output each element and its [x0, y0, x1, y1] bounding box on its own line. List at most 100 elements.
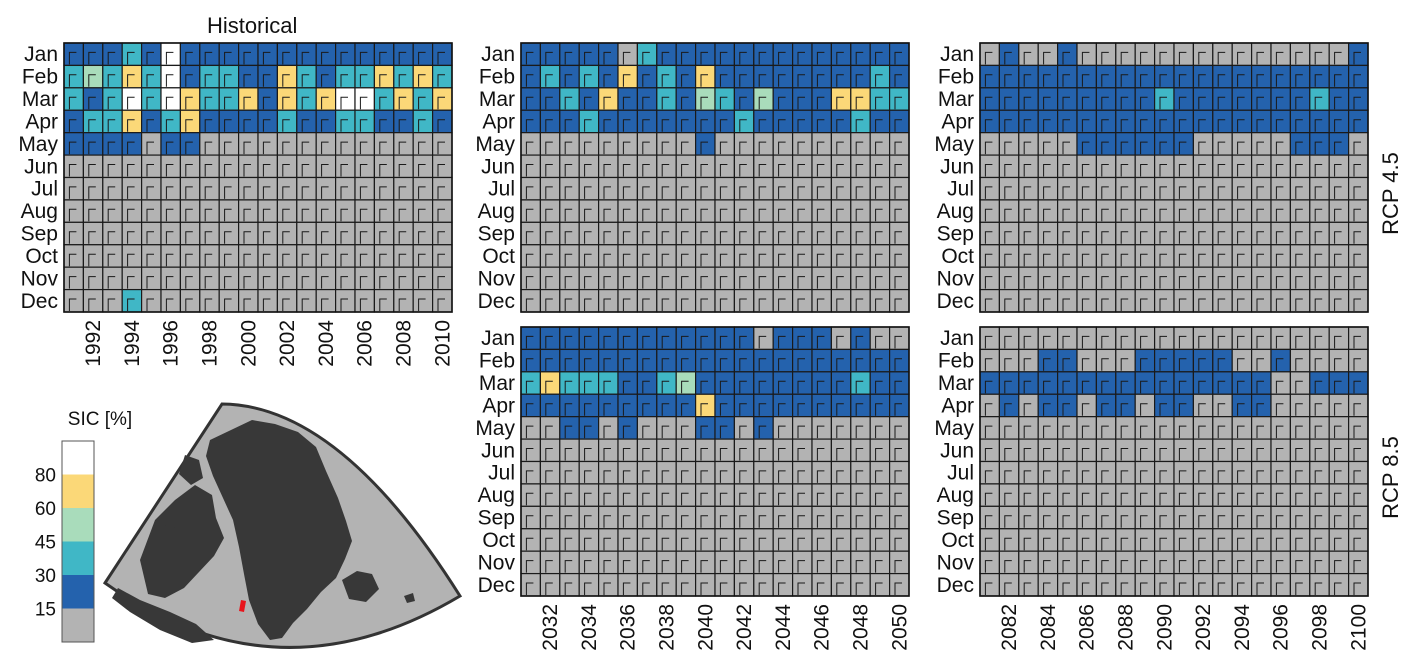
cell-marker [545, 253, 553, 267]
heatmap-cell [1270, 176, 1291, 201]
cell-marker [88, 141, 96, 155]
heatmap-cell [1347, 42, 1369, 67]
heatmap-cell [432, 244, 453, 268]
cell-marker [127, 186, 135, 199]
heatmap-cell [1192, 132, 1214, 156]
heatmap-cell [160, 199, 181, 223]
heatmap-cell [830, 266, 852, 291]
cell-marker [836, 537, 844, 551]
cell-marker [321, 276, 329, 289]
cell-marker [739, 582, 747, 595]
heatmap-cell [82, 244, 104, 268]
cell-marker [545, 335, 553, 349]
cell-marker [243, 74, 251, 87]
cell-marker [739, 492, 747, 506]
cell-marker [758, 560, 767, 573]
heatmap-cell [656, 87, 677, 111]
cell-marker [1314, 51, 1323, 65]
heatmap-cell [335, 221, 356, 246]
heatmap-cell [160, 288, 181, 313]
cell-marker [282, 276, 290, 289]
heatmap-cell [979, 266, 1000, 291]
heatmap-cell [1270, 244, 1291, 268]
heatmap-cell [597, 42, 619, 67]
cell-marker [622, 582, 631, 595]
cell-marker [1004, 74, 1012, 87]
cell-marker [984, 208, 993, 222]
cell-marker [224, 51, 232, 65]
heatmap-cell [1192, 528, 1214, 552]
year-tick-label: 2098 [1309, 604, 1332, 651]
heatmap-cell [694, 371, 716, 395]
cell-marker [642, 537, 650, 551]
cell-marker [1295, 276, 1303, 289]
heatmap-cell [1076, 505, 1097, 530]
heatmap-cell [238, 64, 259, 89]
panel-frame [520, 42, 910, 313]
cell-marker [1140, 74, 1148, 87]
heatmap-cell [1095, 132, 1117, 156]
cell-marker [739, 448, 747, 461]
cell-marker [681, 470, 689, 483]
heatmap-cell [811, 528, 832, 552]
cell-marker [1004, 582, 1012, 595]
heatmap-cell [121, 132, 143, 156]
heatmap-cell [1056, 266, 1078, 291]
cell-marker [1353, 51, 1361, 65]
heatmap-cell [199, 154, 220, 179]
cell-marker [984, 537, 993, 551]
cell-marker [1004, 560, 1012, 573]
cell-marker [262, 253, 271, 267]
heatmap-cell [335, 199, 356, 223]
heatmap-cell [869, 438, 891, 463]
heatmap-cell [791, 460, 813, 485]
heatmap-cell [559, 572, 580, 597]
heatmap-cell [102, 154, 123, 179]
cell-marker [1275, 276, 1284, 289]
heatmap-cell [393, 154, 414, 179]
cell-marker [88, 74, 96, 87]
cell-marker [88, 253, 96, 267]
heatmap-cell [1095, 221, 1117, 246]
cell-marker [642, 231, 650, 244]
heatmap-cell [888, 244, 910, 268]
heatmap-cell [850, 288, 871, 313]
cell-marker [894, 448, 902, 461]
cell-marker [545, 515, 553, 528]
heatmap-cell [850, 393, 871, 418]
cell-marker [719, 335, 728, 349]
cell-marker [700, 448, 708, 461]
heatmap-cell [1095, 288, 1117, 313]
cell-marker [1004, 335, 1012, 349]
cell-marker [1217, 186, 1226, 199]
cell-marker [622, 253, 631, 267]
cell-marker [301, 186, 310, 199]
cell-marker [1120, 208, 1129, 222]
heatmap-cell [1153, 154, 1175, 179]
heatmap-cell [1212, 109, 1233, 134]
cell-marker [700, 335, 708, 349]
cell-marker [719, 141, 728, 155]
cell-marker [875, 276, 883, 289]
cell-marker [1120, 537, 1129, 551]
cell-marker [68, 141, 77, 155]
cell-marker [1334, 186, 1342, 199]
heatmap-cell [1095, 199, 1117, 223]
heatmap-cell [1231, 326, 1253, 351]
month-label: Jan [481, 327, 515, 350]
cell-marker [1198, 425, 1206, 439]
heatmap-cell [393, 42, 414, 67]
year-tick-label: 2090 [1153, 604, 1176, 651]
cell-marker [1043, 208, 1051, 222]
cell-marker [282, 51, 290, 65]
cell-marker [1334, 537, 1342, 551]
cell-marker [1140, 560, 1148, 573]
heatmap-cell [1289, 221, 1311, 246]
heatmap-cell [559, 154, 580, 179]
cell-marker [584, 582, 592, 595]
heatmap-cell [1134, 416, 1156, 440]
cell-marker [622, 276, 631, 289]
cell-marker [661, 403, 670, 416]
heatmap-cell [1095, 460, 1117, 485]
